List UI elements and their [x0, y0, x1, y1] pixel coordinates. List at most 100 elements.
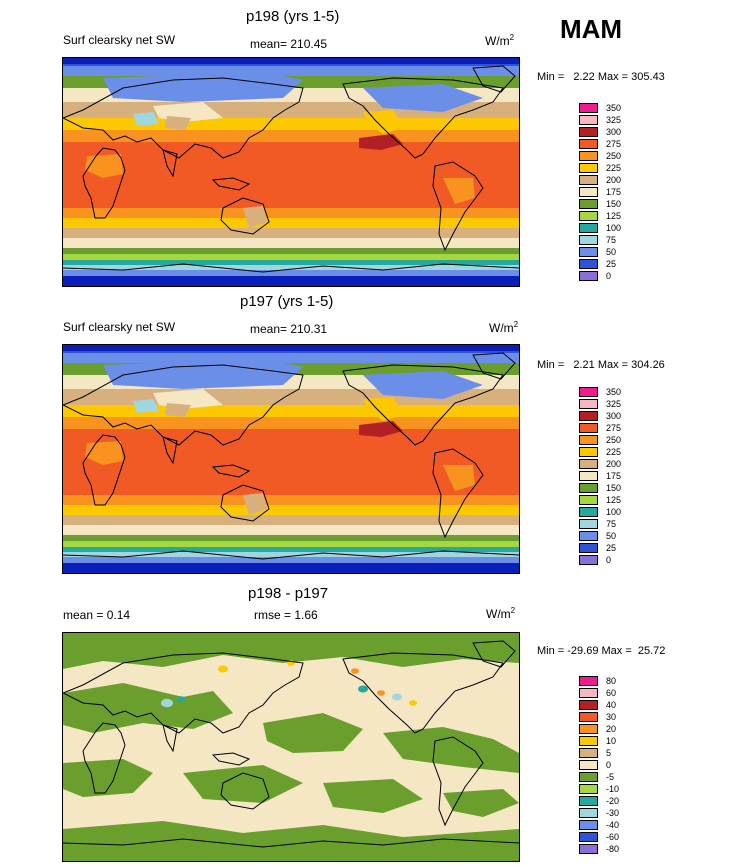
colorbar-swatch [579, 235, 598, 245]
colorbar-label: 25 [606, 543, 617, 553]
colorbar-swatch [579, 139, 598, 149]
colorbar-swatch [579, 688, 598, 698]
colorbar-swatch [579, 151, 598, 161]
colorbar-swatch [579, 459, 598, 469]
colorbar-swatch [579, 507, 598, 517]
colorbar-swatch [579, 808, 598, 818]
panel1-units: W/m2 [485, 33, 515, 48]
colorbar-swatch [579, 223, 598, 233]
panel3-map [62, 632, 520, 862]
colorbar-label: 10 [606, 736, 617, 746]
colorbar-swatch [579, 187, 598, 197]
colorbar-label: -80 [606, 844, 620, 854]
colorbar-label: 225 [606, 163, 622, 173]
colorbar-label: 100 [606, 223, 622, 233]
panel3-colorbar: 80 60 40 30 20 10 5 0 -5 -10 -20 -30 -40 -60 -80 [579, 676, 619, 856]
colorbar-label: 325 [606, 399, 622, 409]
panel1-title: p198 (yrs 1-5) [246, 8, 340, 25]
colorbar-label: 50 [606, 531, 617, 541]
colorbar-swatch [579, 712, 598, 722]
colorbar-swatch [579, 555, 598, 565]
colorbar-label: 325 [606, 115, 622, 125]
colorbar-label: -5 [606, 772, 615, 782]
colorbar-swatch [579, 483, 598, 493]
colorbar-label: -40 [606, 820, 620, 830]
panel2-units: W/m2 [489, 320, 519, 335]
colorbar-swatch [579, 199, 598, 209]
colorbar-label: 300 [606, 411, 622, 421]
colorbar-swatch [579, 748, 598, 758]
colorbar-swatch [579, 115, 598, 125]
panel1-field-label: Surf clearsky net SW [63, 33, 176, 47]
colorbar-swatch [579, 103, 598, 113]
colorbar-label: 75 [606, 519, 617, 529]
colorbar-label: 125 [606, 495, 622, 505]
colorbar-label: 50 [606, 247, 617, 257]
colorbar-label: -30 [606, 808, 620, 818]
colorbar-swatch [579, 736, 598, 746]
colorbar-label: 350 [606, 103, 622, 113]
colorbar-label: 275 [606, 139, 622, 149]
panel3-mean-label: mean = 0.14 [63, 608, 131, 622]
colorbar-swatch [579, 676, 598, 686]
colorbar-swatch [579, 175, 598, 185]
colorbar-swatch [579, 700, 598, 710]
panel1-colorbar: 350 325 300 275 250 225 200 175 150 125 100 75 50 25 0 [579, 103, 621, 283]
colorbar-label: 5 [606, 748, 612, 758]
colorbar-label: 175 [606, 471, 622, 481]
colorbar-label: 150 [606, 483, 622, 493]
colorbar-label: 60 [606, 688, 617, 698]
colorbar-swatch [579, 820, 598, 830]
colorbar-label: 100 [606, 507, 622, 517]
colorbar-swatch [579, 724, 598, 734]
colorbar-label: -20 [606, 796, 620, 806]
panel3-rmse-label: rmse = 1.66 [254, 608, 318, 622]
colorbar-label: 25 [606, 259, 617, 269]
colorbar-swatch [579, 495, 598, 505]
colorbar-label: 275 [606, 423, 622, 433]
colorbar-swatch [579, 471, 598, 481]
colorbar-label: 80 [606, 676, 617, 686]
colorbar-swatch [579, 435, 598, 445]
panel3-units: W/m2 [486, 606, 516, 621]
panel1-map [62, 57, 520, 287]
colorbar-label: 250 [606, 151, 622, 161]
colorbar-label: 300 [606, 127, 622, 137]
panel2-map [62, 344, 520, 574]
colorbar-swatch [579, 423, 598, 433]
season-label: MAM [560, 14, 623, 44]
panel2-colorbar: 350 325 300 275 250 225 200 175 150 125 100 75 50 25 0 [579, 387, 621, 567]
colorbar-swatch [579, 784, 598, 794]
colorbar-label: 0 [606, 760, 612, 770]
colorbar-swatch [579, 399, 598, 409]
colorbar-swatch [579, 772, 598, 782]
colorbar-label: 30 [606, 712, 617, 722]
panel2-title: p197 (yrs 1-5) [240, 293, 334, 310]
colorbar-swatch [579, 447, 598, 457]
panel2-minmax: Min = 2.21 Max = 304.26 [537, 359, 665, 371]
colorbar-swatch [579, 760, 598, 770]
colorbar-swatch [579, 543, 598, 553]
colorbar-label: 150 [606, 199, 622, 209]
colorbar-label: 0 [606, 271, 612, 281]
colorbar-label: 175 [606, 187, 622, 197]
colorbar-swatch [579, 832, 598, 842]
colorbar-swatch [579, 844, 598, 854]
colorbar-label: 200 [606, 459, 622, 469]
colorbar-label: 0 [606, 555, 612, 565]
colorbar-label: -60 [606, 832, 620, 842]
colorbar-swatch [579, 259, 598, 269]
panel3-title: p198 - p197 [248, 585, 329, 602]
colorbar-label: 250 [606, 435, 622, 445]
panel3-minmax: Min = -29.69 Max = 25.72 [537, 645, 666, 657]
colorbar-swatch [579, 387, 598, 397]
panel2-mean-label: mean= 210.31 [250, 322, 328, 336]
panel1-mean-label: mean= 210.45 [250, 37, 328, 51]
colorbar-label: 40 [606, 700, 617, 710]
colorbar-swatch [579, 271, 598, 281]
colorbar-label: 75 [606, 235, 617, 245]
colorbar-label: -10 [606, 784, 620, 794]
colorbar-swatch [579, 163, 598, 173]
colorbar-swatch [579, 519, 598, 529]
panel1-minmax: Min = 2.22 Max = 305.43 [537, 71, 665, 83]
